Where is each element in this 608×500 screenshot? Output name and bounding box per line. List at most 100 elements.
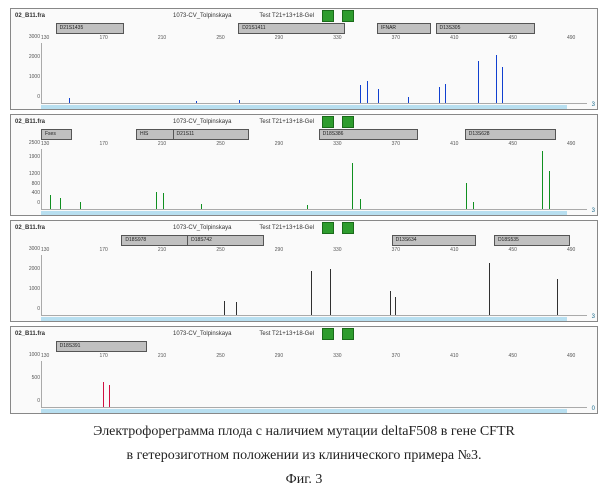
x-tick: 170 [99, 141, 107, 147]
marker-label: D21S11 [173, 129, 250, 140]
status-icon [322, 222, 334, 234]
peak [196, 101, 197, 103]
peak [395, 297, 396, 315]
baseline-band [41, 409, 567, 413]
x-tick: 130 [41, 247, 49, 253]
x-tick: 410 [450, 247, 458, 253]
y-tick: 0 [37, 398, 40, 404]
x-tick: 370 [392, 141, 400, 147]
peak [103, 382, 104, 407]
status-icon [342, 222, 354, 234]
y-axis: 0100020003000 [14, 255, 40, 315]
caption-line-1: Электрофореграмма плода с наличием мутац… [10, 420, 598, 444]
peak [549, 171, 550, 209]
x-tick: 290 [275, 141, 283, 147]
peak [478, 61, 479, 103]
peak [557, 279, 558, 315]
peak [311, 271, 312, 315]
x-tick: 290 [275, 353, 283, 359]
x-tick: 490 [567, 35, 575, 41]
marker-label: IFNAR [377, 23, 431, 34]
x-tick: 290 [275, 35, 283, 41]
y-tick: 800 [32, 181, 40, 187]
header-text-2: Test T21+13+18-Gel [259, 119, 314, 125]
baseline-band [41, 211, 567, 215]
figure-caption: Электрофореграмма плода с наличием мутац… [10, 420, 598, 491]
peak [163, 193, 164, 209]
x-tick: 410 [450, 35, 458, 41]
x-tick: 410 [450, 141, 458, 147]
x-tick: 450 [509, 35, 517, 41]
figure-label: Фиг. 3 [10, 468, 598, 492]
plot-area: 0100020003000 [41, 43, 587, 104]
header-text-2: Test T21+13+18-Gel [259, 225, 314, 231]
y-tick: 1000 [29, 286, 40, 292]
x-tick: 250 [216, 353, 224, 359]
panel-header: 02_B11.fra1073-CV_TolpinskayaTest T21+13… [11, 9, 597, 23]
marker-label: D21S1411 [238, 23, 345, 34]
y-tick: 0 [37, 306, 40, 312]
panels-container: 02_B11.fra1073-CV_TolpinskayaTest T21+13… [10, 8, 598, 414]
peak [367, 81, 368, 103]
y-tick: 3000 [29, 34, 40, 40]
electropherogram-panel: 02_B11.fra1073-CV_TolpinskayaTest T21+13… [10, 114, 598, 216]
marker-label: D18S978 [121, 235, 190, 246]
x-tick: 450 [509, 353, 517, 359]
x-axis: 130170210250290330370410450490 [41, 353, 567, 361]
peak [307, 205, 308, 209]
baseline-band [41, 317, 567, 321]
x-tick: 330 [333, 35, 341, 41]
electropherogram-panel: 02_B11.fra1073-CV_TolpinskayaTest T21+13… [10, 220, 598, 322]
x-tick: 130 [41, 353, 49, 359]
header-text-2: Test T21+13+18-Gel [259, 331, 314, 337]
x-tick: 370 [392, 353, 400, 359]
x-tick: 290 [275, 247, 283, 253]
plot-area: 0400800120019002500 [41, 149, 587, 210]
peak [496, 55, 497, 103]
x-tick: 170 [99, 353, 107, 359]
plot-area: 05001000 [41, 361, 587, 408]
status-icon [342, 10, 354, 22]
panel-header: 02_B11.fra1073-CV_TolpinskayaTest T21+13… [11, 327, 597, 341]
x-tick: 250 [216, 141, 224, 147]
x-tick: 370 [392, 35, 400, 41]
peak [50, 195, 51, 209]
status-icon [342, 328, 354, 340]
peak [408, 97, 409, 103]
x-tick: 490 [567, 353, 575, 359]
y-tick: 0 [37, 200, 40, 206]
y-tick: 2500 [29, 140, 40, 146]
x-tick: 450 [509, 247, 517, 253]
peak [542, 151, 543, 209]
marker-label: D13S305 [436, 23, 535, 34]
peak [502, 67, 503, 103]
y-axis: 05001000 [14, 361, 40, 407]
peak [445, 84, 446, 103]
peak [390, 291, 391, 315]
peak [360, 85, 361, 103]
y-tick: 1900 [29, 154, 40, 160]
y-tick: 500 [32, 375, 40, 381]
status-icon [322, 116, 334, 128]
x-tick: 210 [158, 141, 166, 147]
panel-index: 0 [592, 406, 595, 412]
peak [236, 302, 237, 315]
x-tick: 250 [216, 247, 224, 253]
x-tick: 330 [333, 247, 341, 253]
x-tick: 210 [158, 353, 166, 359]
panel-index: 3 [592, 314, 595, 320]
x-tick: 210 [158, 35, 166, 41]
x-tick: 330 [333, 141, 341, 147]
peak [201, 204, 202, 209]
peak [330, 269, 331, 315]
y-tick: 0 [37, 94, 40, 100]
peak [466, 183, 467, 209]
x-tick: 490 [567, 247, 575, 253]
x-axis: 130170210250290330370410450490 [41, 247, 567, 255]
x-axis: 130170210250290330370410450490 [41, 141, 567, 149]
sample-file-label: 02_B11.fra [15, 225, 45, 231]
y-tick: 1200 [29, 171, 40, 177]
peak [239, 100, 240, 103]
peak [360, 199, 361, 209]
marker-row: FsesHISD21S11D18S386D13S628 [41, 129, 567, 141]
